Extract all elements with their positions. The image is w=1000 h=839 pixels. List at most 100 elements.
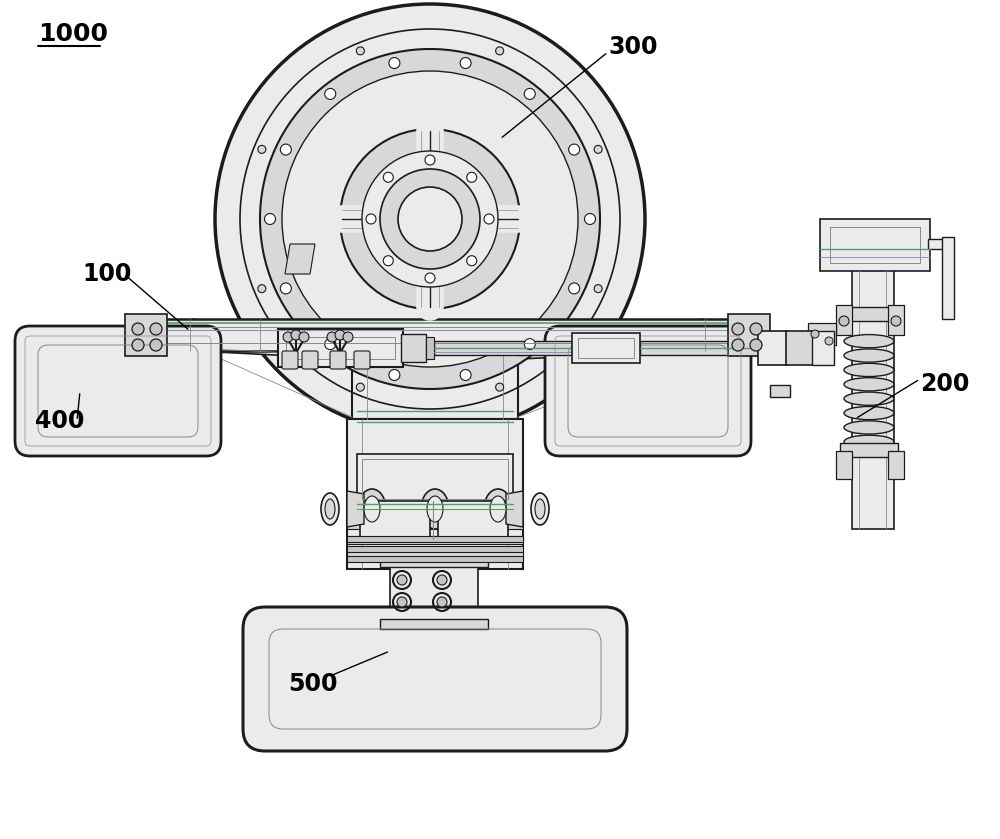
Ellipse shape [844,378,894,391]
Bar [942,237,954,319]
Ellipse shape [484,489,512,529]
Circle shape [437,597,447,607]
Text: 1000: 1000 [38,22,108,46]
Bar [347,556,523,562]
Circle shape [258,145,266,154]
Bar [347,551,523,559]
Circle shape [467,172,477,182]
Ellipse shape [364,496,380,522]
Circle shape [291,330,301,340]
Ellipse shape [490,496,506,522]
Bar [852,269,894,529]
Bar [401,334,426,362]
Polygon shape [285,244,315,274]
Bar [578,338,634,358]
Circle shape [825,337,833,345]
Circle shape [366,214,376,224]
Bar [357,454,513,504]
Circle shape [584,213,596,225]
Circle shape [467,256,477,266]
Circle shape [460,58,471,69]
Circle shape [325,339,336,350]
Bar [347,536,523,544]
Bar [438,501,508,539]
Circle shape [258,284,266,293]
Circle shape [343,332,353,342]
Bar [928,239,948,249]
Circle shape [397,575,407,585]
Bar [572,333,640,363]
Circle shape [594,284,602,293]
Circle shape [496,47,504,55]
Ellipse shape [844,349,894,362]
Polygon shape [506,491,523,527]
Bar [362,459,508,499]
Bar [888,305,904,335]
Bar [105,385,125,397]
Circle shape [524,88,535,99]
Bar [786,331,814,365]
Circle shape [425,273,435,283]
Bar [770,385,790,397]
Circle shape [569,144,580,155]
Bar [347,546,523,552]
Ellipse shape [531,493,549,525]
Ellipse shape [427,496,443,522]
Circle shape [150,323,162,335]
Bar [888,451,904,479]
Bar [286,337,395,359]
Circle shape [132,323,144,335]
Circle shape [150,339,162,351]
Circle shape [362,151,498,287]
Circle shape [437,575,447,585]
Circle shape [524,339,535,350]
Circle shape [356,47,364,55]
Bar [352,351,518,419]
Circle shape [732,323,744,335]
Circle shape [750,323,762,335]
FancyBboxPatch shape [545,326,751,456]
Circle shape [460,369,471,381]
Circle shape [280,283,291,294]
Bar [812,331,834,365]
Bar [836,451,852,479]
Bar [836,305,852,335]
Circle shape [335,330,345,340]
FancyBboxPatch shape [15,326,221,456]
Circle shape [594,145,602,154]
Circle shape [569,283,580,294]
Circle shape [280,144,291,155]
Ellipse shape [535,499,545,519]
Ellipse shape [358,489,386,529]
Circle shape [891,316,901,326]
Bar [640,341,760,355]
Circle shape [340,129,520,309]
Bar [758,331,788,365]
Ellipse shape [844,392,894,405]
Polygon shape [518,319,703,359]
Ellipse shape [325,499,335,519]
FancyBboxPatch shape [354,351,370,369]
Circle shape [132,339,144,351]
Ellipse shape [844,421,894,434]
Ellipse shape [321,493,339,525]
Circle shape [356,383,364,391]
Ellipse shape [844,335,894,348]
Ellipse shape [844,406,894,420]
Bar [347,521,523,529]
Ellipse shape [421,489,449,529]
Bar [434,341,594,355]
Text: 500: 500 [288,672,338,696]
Ellipse shape [844,363,894,377]
Polygon shape [192,319,352,359]
Circle shape [283,332,293,342]
Text: 300: 300 [608,35,658,59]
Text: 100: 100 [82,262,131,286]
Circle shape [383,256,393,266]
Circle shape [383,172,393,182]
FancyBboxPatch shape [302,351,318,369]
FancyBboxPatch shape [282,351,298,369]
Bar [728,314,770,356]
Ellipse shape [844,435,894,448]
Circle shape [327,332,337,342]
